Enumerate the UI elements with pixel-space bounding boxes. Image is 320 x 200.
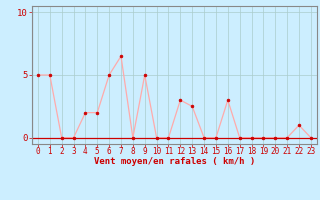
- X-axis label: Vent moyen/en rafales ( km/h ): Vent moyen/en rafales ( km/h ): [94, 157, 255, 166]
